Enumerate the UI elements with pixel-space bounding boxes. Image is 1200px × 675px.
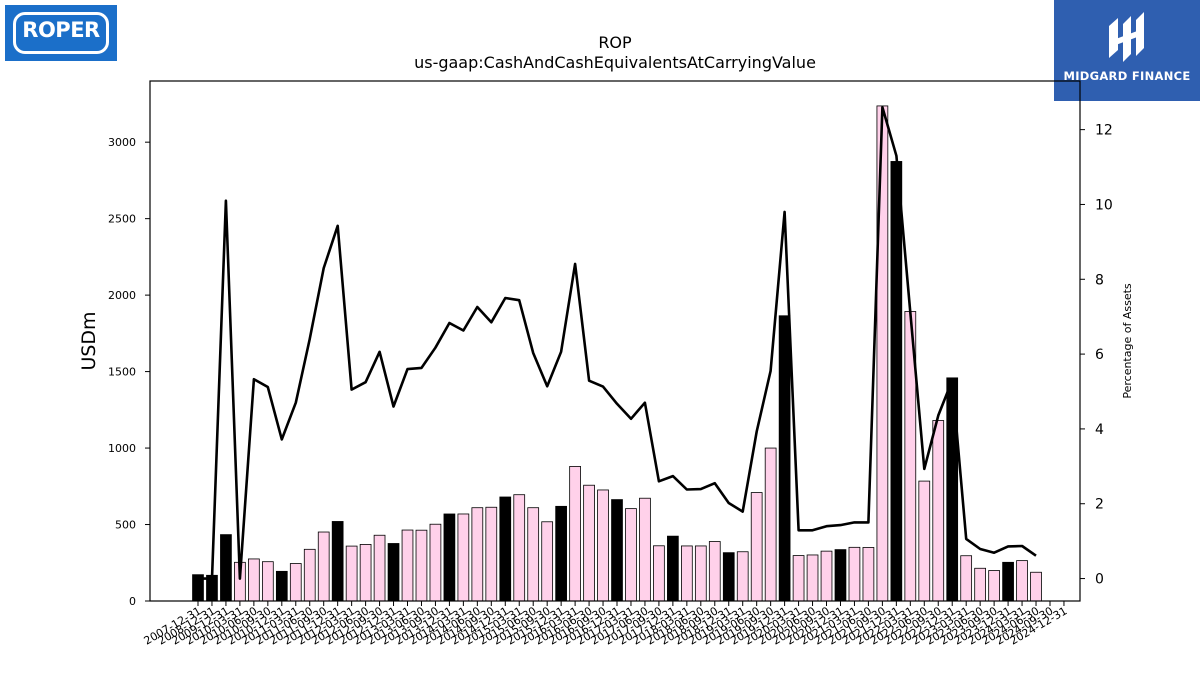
- plot-frame: [149, 80, 1081, 602]
- bar-2010-09-30: [261, 561, 274, 602]
- y-tick-label: 500: [115, 519, 136, 532]
- y2-tick-label: 10: [1095, 197, 1113, 213]
- right-axis: 0 2 4 6 8 10 12: [1080, 123, 1113, 588]
- bar-2013-09-30: [429, 523, 442, 602]
- roper-logo-text: ROPER: [22, 18, 100, 42]
- y-axis-label: USDm: [78, 311, 100, 370]
- bar-2023-09-30: [988, 570, 1000, 602]
- bar-2017-12-31: [667, 535, 679, 602]
- bar-2023-06-30: [974, 567, 986, 602]
- bar-2017-03-31: [625, 508, 637, 602]
- bar-2019-06-30: [750, 492, 763, 602]
- bar-2013-03-31: [401, 529, 414, 602]
- bar-2010-12-31: [275, 570, 288, 602]
- bar-2012-06-30: [359, 544, 372, 602]
- bar-2018-09-30: [708, 541, 721, 602]
- bar-2013-06-30: [415, 529, 428, 602]
- bar-2021-09-30: [876, 105, 889, 602]
- bar-2017-06-30: [639, 497, 651, 602]
- bar-2015-03-31: [513, 494, 526, 602]
- y-tick-label: 2000: [108, 289, 136, 302]
- bar-2013-12-31: [443, 513, 456, 602]
- y-tick-label: 1500: [108, 366, 136, 379]
- bar-2011-03-31: [289, 563, 302, 602]
- bar-2009-12-31: [220, 534, 232, 602]
- y2-tick-label: 4: [1095, 422, 1104, 438]
- bar-2016-12-31: [611, 499, 623, 602]
- y-tick-label: 0: [129, 595, 136, 608]
- left-axis: 0 500 1000 1500 2000 2500 3000: [108, 136, 150, 608]
- bar-2018-03-31: [681, 545, 693, 602]
- bar-2017-09-30: [653, 545, 665, 602]
- roper-logo-frame: [13, 12, 109, 54]
- y-tick-label: 1000: [108, 442, 136, 455]
- bar-2024-06-30: [1030, 571, 1042, 602]
- bar-2021-06-30: [862, 547, 875, 602]
- bar-2020-09-30: [820, 550, 833, 602]
- bar-2015-12-31: [555, 505, 567, 602]
- bar-2019-03-31: [736, 551, 749, 602]
- bar-2023-12-31: [1002, 561, 1014, 602]
- y2-axis-label: Percentage of Assets: [1121, 283, 1134, 399]
- bar-2024-03-31: [1016, 560, 1028, 602]
- bar-2012-09-30: [373, 534, 386, 602]
- bar-2023-03-31: [960, 555, 973, 602]
- bar-2015-06-30: [527, 507, 540, 602]
- y2-tick-label: 0: [1095, 572, 1104, 588]
- bar-2015-09-30: [541, 521, 554, 602]
- bar-2021-03-31: [848, 546, 861, 602]
- x-axis: 2007-12-312008-12-312009-12-312010-03-31…: [142, 601, 1070, 648]
- bar-2018-06-30: [694, 545, 707, 602]
- bar-2016-03-31: [569, 466, 581, 602]
- bar-2014-06-30: [471, 507, 484, 602]
- bar-2011-09-30: [317, 531, 330, 602]
- bar-2014-09-30: [485, 506, 498, 602]
- bar-2012-12-31: [387, 543, 400, 602]
- bar-2011-06-30: [303, 548, 316, 602]
- bar-2011-12-31: [331, 521, 344, 602]
- bar-2020-12-31: [834, 549, 847, 602]
- bar-2014-12-31: [499, 496, 512, 602]
- bar-2014-03-31: [457, 513, 470, 602]
- midgard-logo-text: MIDGARD FINANCE: [1063, 69, 1191, 83]
- y2-tick-label: 8: [1095, 272, 1104, 288]
- y2-tick-label: 6: [1095, 347, 1104, 363]
- bar-2022-09-30: [932, 420, 945, 602]
- y2-tick-label: 2: [1095, 497, 1104, 513]
- bar-2012-03-31: [345, 545, 358, 602]
- bar-2019-12-31: [778, 315, 791, 602]
- bar-2020-06-30: [806, 554, 819, 602]
- bar-2016-06-30: [583, 484, 595, 602]
- y-tick-label: 3000: [108, 136, 136, 149]
- bar-2021-12-31: [890, 161, 903, 602]
- chart-title: ROP: [598, 33, 632, 52]
- y2-tick-label: 12: [1095, 123, 1113, 139]
- bar-2020-03-31: [792, 555, 805, 602]
- chart-subtitle: us-gaap:CashAndCashEquivalentsAtCarrying…: [414, 53, 816, 72]
- roper-logo: ROPER: [5, 5, 117, 61]
- bar-2022-06-30: [918, 480, 931, 602]
- midgard-finance-logo: MIDGARD FINANCE: [1054, 0, 1200, 101]
- percentage-of-assets-line: [198, 105, 1037, 580]
- bar-2018-12-31: [722, 552, 735, 602]
- bar-2016-09-30: [597, 489, 609, 602]
- y-tick-label: 2500: [108, 213, 136, 226]
- bar-2019-09-30: [764, 447, 777, 602]
- bar-2010-06-30: [248, 558, 260, 602]
- midgard-mark-icon: [1109, 12, 1144, 62]
